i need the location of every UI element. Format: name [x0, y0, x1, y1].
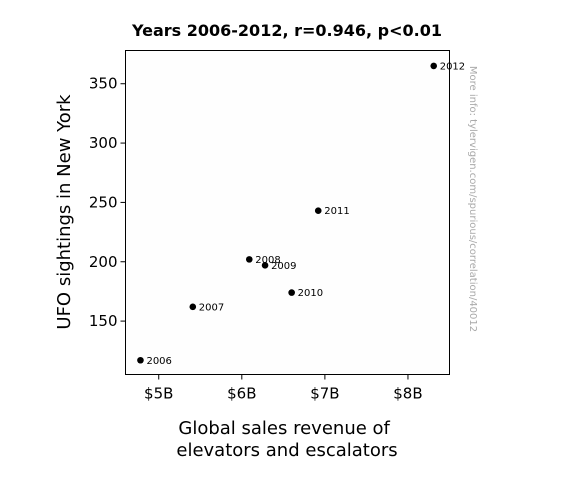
- x-tick-label: $5B: [144, 385, 173, 403]
- x-axis-label-line-2: elevators and escalators: [176, 440, 397, 461]
- data-point: [314, 207, 322, 215]
- data-point: [288, 289, 295, 296]
- x-tick-label: $6B: [227, 385, 256, 403]
- data-point-label: 2012: [440, 61, 465, 72]
- y-axis: 150 200 250 300 350: [89, 75, 126, 330]
- x-tick-label: $7B: [310, 385, 339, 403]
- x-axis: $5B $6B $7B $8B: [144, 374, 423, 403]
- data-point-label: 2010: [298, 288, 323, 299]
- y-tick-label: 250: [89, 193, 118, 211]
- y-tick-label: 200: [89, 253, 118, 271]
- plot-area: [125, 50, 450, 375]
- data-point-label: 2009: [271, 261, 296, 272]
- x-axis-label-line-1: Global sales revenue of: [178, 418, 390, 439]
- data-point-label: 2011: [324, 206, 349, 217]
- y-tick-label: 150: [89, 312, 118, 330]
- data-point-label: 2007: [199, 302, 224, 313]
- x-axis-label: Global sales revenue of elevators and es…: [176, 418, 397, 461]
- x-tick-label: $8B: [393, 385, 422, 403]
- data-point: [189, 303, 197, 311]
- y-tick-label: 350: [89, 75, 118, 93]
- data-point: [430, 62, 438, 70]
- y-tick-label: 300: [89, 134, 118, 152]
- chart-title: Years 2006-2012, r=0.946, p<0.01: [131, 21, 442, 40]
- y-axis-label: UFO sightings in New York: [54, 94, 75, 330]
- data-point-label: 2006: [146, 356, 171, 367]
- data-point-label: 2008: [255, 255, 280, 266]
- data-point: [137, 356, 144, 364]
- data-point: [245, 256, 253, 263]
- data-point: [261, 262, 269, 269]
- watermark-text: More info: tylervigen.com/spurious/corre…: [467, 66, 478, 332]
